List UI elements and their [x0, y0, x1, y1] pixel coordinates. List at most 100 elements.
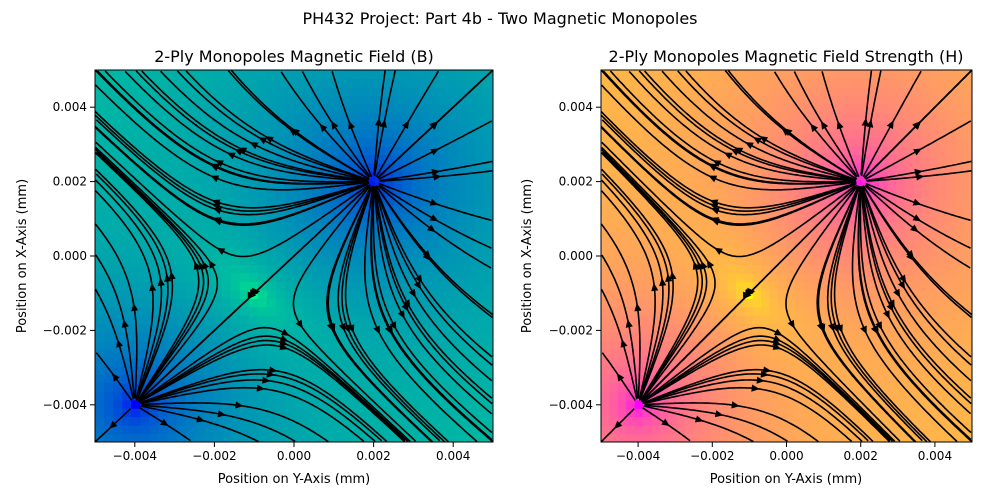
heatmap-cell [203, 196, 214, 206]
heatmap-cell [483, 247, 493, 257]
heatmap-cell [752, 154, 762, 164]
heatmap-cell [660, 247, 670, 257]
heatmap-cell [719, 171, 729, 181]
heatmap-cell [617, 171, 627, 181]
heatmap-cell [339, 315, 349, 325]
heatmap-cell [938, 239, 948, 249]
heatmap-cell [393, 374, 404, 384]
heatmap-cell [294, 222, 304, 232]
heatmap-cell [727, 281, 737, 291]
heatmap-cell [769, 154, 779, 164]
heatmap-cell [778, 264, 788, 274]
heatmap-cell [693, 70, 703, 80]
heatmap-cell [887, 323, 897, 333]
heatmap-cell [438, 120, 449, 130]
heatmap-cell [303, 425, 313, 435]
heatmap-cell [870, 306, 880, 316]
heatmap-cell [212, 382, 223, 392]
streamline-arrow [898, 274, 907, 284]
heatmap-cell [185, 78, 196, 88]
heatmap-cell [176, 340, 187, 350]
heatmap-cell [963, 315, 972, 325]
heatmap-cell [845, 230, 855, 240]
heatmap-cell [266, 188, 277, 198]
heatmap-cell [853, 382, 863, 392]
heatmap-cell [366, 272, 377, 282]
heatmap-cell [321, 425, 331, 435]
heatmap-cell [339, 120, 349, 130]
heatmap-cell [113, 196, 123, 206]
heatmap-cell [803, 78, 813, 88]
heatmap-cell [104, 382, 114, 392]
heatmap-cell [384, 281, 395, 291]
heatmap-cell [837, 332, 847, 342]
heatmap-cell [257, 298, 268, 308]
heatmap-cell [870, 213, 880, 223]
heatmap-cell [221, 264, 232, 274]
heatmap-cell [375, 425, 386, 435]
heatmap-cell [693, 146, 703, 156]
heatmap-cell [284, 281, 295, 291]
heatmap-cell [862, 323, 872, 333]
heatmap-cell [221, 196, 232, 206]
heatmap-cell [719, 391, 729, 401]
heatmap-cell [284, 306, 295, 316]
heatmap-cell [735, 120, 745, 130]
streamline-arrow [348, 120, 355, 130]
heatmap-cell [769, 222, 779, 232]
heatmap-cell [294, 230, 304, 240]
heatmap-cell [167, 425, 178, 435]
heatmap-cell [239, 70, 250, 80]
heatmap-cell [257, 112, 268, 122]
heatmap-cell [727, 357, 737, 367]
heatmap-cell [284, 382, 295, 392]
heatmap-cell [275, 146, 286, 156]
heatmap-cell [131, 171, 141, 181]
heatmap-cell [194, 78, 205, 88]
heatmap-cell [330, 382, 340, 392]
heatmap-cell [438, 332, 449, 342]
heatmap-cell [420, 425, 431, 435]
heatmap-cell [221, 374, 232, 384]
heatmap-cell [837, 433, 847, 442]
heatmap-cell [348, 256, 358, 266]
streamline-arrow [217, 410, 226, 418]
heatmap-cell [330, 129, 340, 139]
heatmap-cell [820, 70, 830, 80]
heatmap-cell [803, 315, 813, 325]
streamline-arrow [429, 214, 439, 222]
heatmap-cell [221, 163, 232, 173]
heatmap-cell [921, 70, 931, 80]
heatmap-cell [104, 315, 114, 325]
streamline-arrow [836, 324, 843, 334]
heatmap-cell [230, 281, 241, 291]
heatmap-cell [465, 408, 476, 418]
heatmap-cell [131, 112, 141, 122]
heatmap-cell [634, 247, 644, 257]
heatmap-cell [465, 163, 476, 173]
heatmap-cell [239, 315, 250, 325]
heatmap-cell [357, 399, 367, 409]
heatmap-cell [294, 433, 304, 442]
heatmap-cell [811, 425, 821, 435]
heatmap-cell [420, 315, 431, 325]
heatmap-cell [938, 120, 948, 130]
heatmap-cell [617, 323, 627, 333]
heatmap-cell [896, 120, 906, 130]
heatmap-cell [429, 281, 440, 291]
heatmap-cell [828, 264, 838, 274]
heatmap-cell [744, 264, 754, 274]
heatmap-cell [735, 112, 745, 122]
heatmap-cell [339, 222, 349, 232]
heatmap-cell [820, 86, 830, 96]
heatmap-cell [275, 382, 286, 392]
heatmap-cell [203, 289, 214, 299]
heatmap-cell [626, 70, 636, 80]
heatmap-cell [312, 86, 322, 96]
heatmap-cell [221, 70, 232, 80]
heatmap-cell [803, 70, 813, 80]
heatmap-cell [946, 163, 956, 173]
heatmap-cell [778, 129, 788, 139]
heatmap-cell [375, 163, 386, 173]
heatmap-cell [879, 289, 889, 299]
